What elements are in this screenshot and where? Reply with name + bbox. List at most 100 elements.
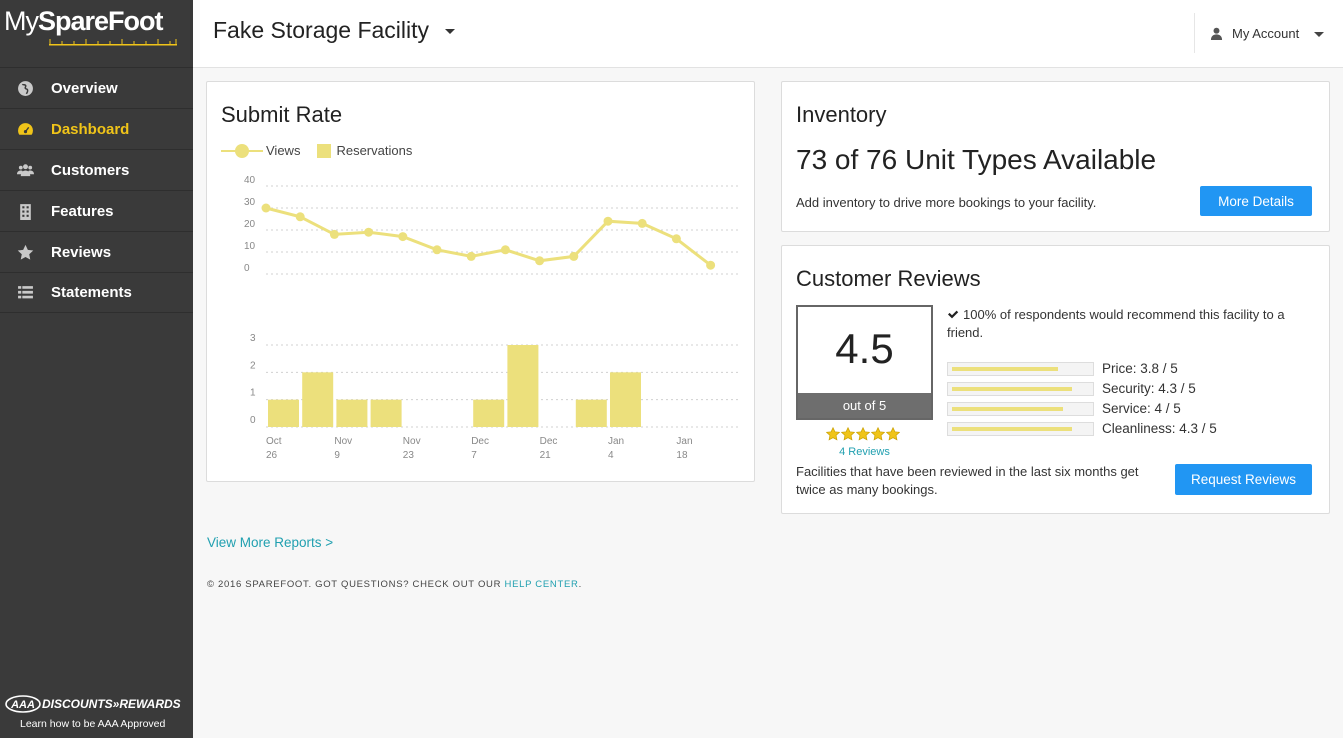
chevron-down-icon <box>1314 31 1325 37</box>
line-y-tick-label: 20 <box>244 219 256 230</box>
views-point <box>261 203 271 213</box>
submit-rate-title: Submit Rate <box>221 102 343 127</box>
rating-label: Cleanliness: 4.3 / 5 <box>1102 421 1217 436</box>
sidebar-item-statements[interactable]: Statements <box>0 272 193 313</box>
star-icon <box>826 427 840 441</box>
sidebar-item-label: Dashboard <box>51 120 130 138</box>
footer-text: © 2016 SPAREFOOT. GOT QUESTIONS? CHECK O… <box>207 579 505 590</box>
bar-y-tick-label: 0 <box>250 415 256 426</box>
rating-bar <box>947 361 1094 376</box>
x-tick-label: Nov <box>403 436 421 447</box>
sidebar: MySpareFoot Overview Dashboard Customers <box>0 0 193 738</box>
star-icon <box>886 427 900 441</box>
svg-text:AAA: AAA <box>10 699 35 711</box>
footer-end: . <box>578 579 582 590</box>
recommend-label: 100% of respondents would recommend this… <box>947 307 1285 340</box>
rating-label: Price: 3.8 / 5 <box>1102 361 1178 376</box>
inventory-card: Inventory 73 of 76 Unit Types Available … <box>781 81 1330 232</box>
reservations-bar <box>268 399 299 427</box>
x-tick-label: Dec <box>540 436 558 447</box>
star-icon <box>856 427 870 441</box>
building-icon <box>20 203 31 220</box>
star-icon <box>871 427 885 441</box>
users-icon <box>17 163 34 176</box>
inventory-headline: 73 of 76 Unit Types Available <box>796 144 1157 175</box>
dashboard-icon <box>18 122 33 135</box>
x-tick-label: Jan <box>608 436 624 447</box>
rating-row: Service: 4 / 5 <box>947 401 1181 416</box>
score-caption: out of 5 <box>798 393 931 418</box>
submit-rate-chart: 4030201003210Oct26Nov9Nov23Dec7Dec21Jan4… <box>244 175 741 461</box>
line-y-tick-label: 10 <box>244 241 256 252</box>
review-count-link[interactable]: 4 Reviews <box>839 446 890 458</box>
views-line <box>265 206 712 267</box>
views-legend-label: Views <box>266 143 301 158</box>
logo[interactable]: MySpareFoot <box>0 0 193 67</box>
x-tick-label: 18 <box>676 450 688 461</box>
rating-row: Cleanliness: 4.3 / 5 <box>947 421 1217 436</box>
reservations-bar <box>336 399 368 427</box>
sidebar-item-dashboard[interactable]: Dashboard <box>0 108 193 149</box>
views-point <box>295 212 305 222</box>
reservations-legend-swatch <box>317 143 332 158</box>
rating-row: Price: 3.8 / 5 <box>947 361 1178 376</box>
x-tick-label: Jan <box>676 436 692 447</box>
chevron-down-icon <box>445 29 456 34</box>
rating-bar-fill <box>952 426 1072 431</box>
views-point <box>569 251 579 261</box>
request-reviews-button[interactable]: Request Reviews <box>1175 464 1312 495</box>
score-box: 4.5 out of 5 <box>796 305 933 420</box>
account-menu[interactable]: My Account <box>1194 13 1343 53</box>
views-point <box>398 232 408 242</box>
sidebar-item-reviews[interactable]: Reviews <box>0 231 193 272</box>
reservations-bar <box>473 399 505 427</box>
help-center-link[interactable]: HELP CENTER <box>504 579 579 590</box>
inventory-title: Inventory <box>796 102 887 127</box>
review-score: 4.5 <box>835 325 894 372</box>
sidebar-item-label: Overview <box>51 79 118 97</box>
user-icon <box>1210 27 1223 40</box>
rating-bar-fill <box>952 386 1072 391</box>
reservations-bar <box>302 372 334 427</box>
more-details-button[interactable]: More Details <box>1200 186 1312 216</box>
star-icon <box>841 427 855 441</box>
x-tick-label: Nov <box>334 436 352 447</box>
aaa-promo[interactable]: AAA DISCOUNTS»REWARDS Learn how to be AA… <box>4 694 190 730</box>
views-point <box>535 256 545 266</box>
logo-my: My <box>4 6 39 36</box>
header: Fake Storage Facility My Account <box>193 0 1343 68</box>
sidebar-item-customers[interactable]: Customers <box>0 149 193 190</box>
check-icon <box>948 310 959 319</box>
bar-y-tick-label: 3 <box>250 333 256 344</box>
sidebar-item-label: Features <box>51 202 114 220</box>
sidebar-item-features[interactable]: Features <box>0 190 193 231</box>
customer-reviews-card: Customer Reviews 4.5 out of 5 4 Reviews … <box>781 245 1330 514</box>
rating-label: Service: 4 / 5 <box>1102 401 1181 416</box>
footer: © 2016 SPAREFOOT. GOT QUESTIONS? CHECK O… <box>207 579 582 590</box>
bar-y-tick-label: 2 <box>250 360 256 371</box>
list-icon <box>18 286 33 299</box>
submit-rate-card: Submit Rate Views Reservations 40 30 20 10 0… <box>206 81 755 482</box>
x-tick-label: Dec <box>471 436 489 447</box>
reviews-title: Customer Reviews <box>796 266 981 291</box>
sidebar-item-label: Customers <box>51 161 130 179</box>
views-point <box>603 216 613 226</box>
facility-selector[interactable]: Fake Storage Facility <box>213 17 456 44</box>
views-point <box>500 245 510 255</box>
reservations-bar <box>610 372 641 427</box>
rating-bar <box>947 381 1094 396</box>
x-tick-label: 21 <box>540 450 552 461</box>
x-tick-label: 4 <box>608 450 614 461</box>
ruler-icon <box>49 39 177 46</box>
bar-y-tick-label: 1 <box>250 388 256 399</box>
view-more-reports-link[interactable]: View More Reports > <box>207 535 334 550</box>
recommend-text: 100% of respondents would recommend this… <box>947 306 1317 342</box>
line-y-tick-label: 30 <box>244 197 256 208</box>
views-point <box>637 218 647 228</box>
sidebar-item-overview[interactable]: Overview <box>0 67 193 108</box>
star-icon <box>17 244 34 260</box>
views-legend-swatch <box>221 143 263 158</box>
views-point <box>671 234 681 244</box>
rating-row: Security: 4.3 / 5 <box>947 381 1196 396</box>
x-tick-label: 7 <box>471 450 477 461</box>
